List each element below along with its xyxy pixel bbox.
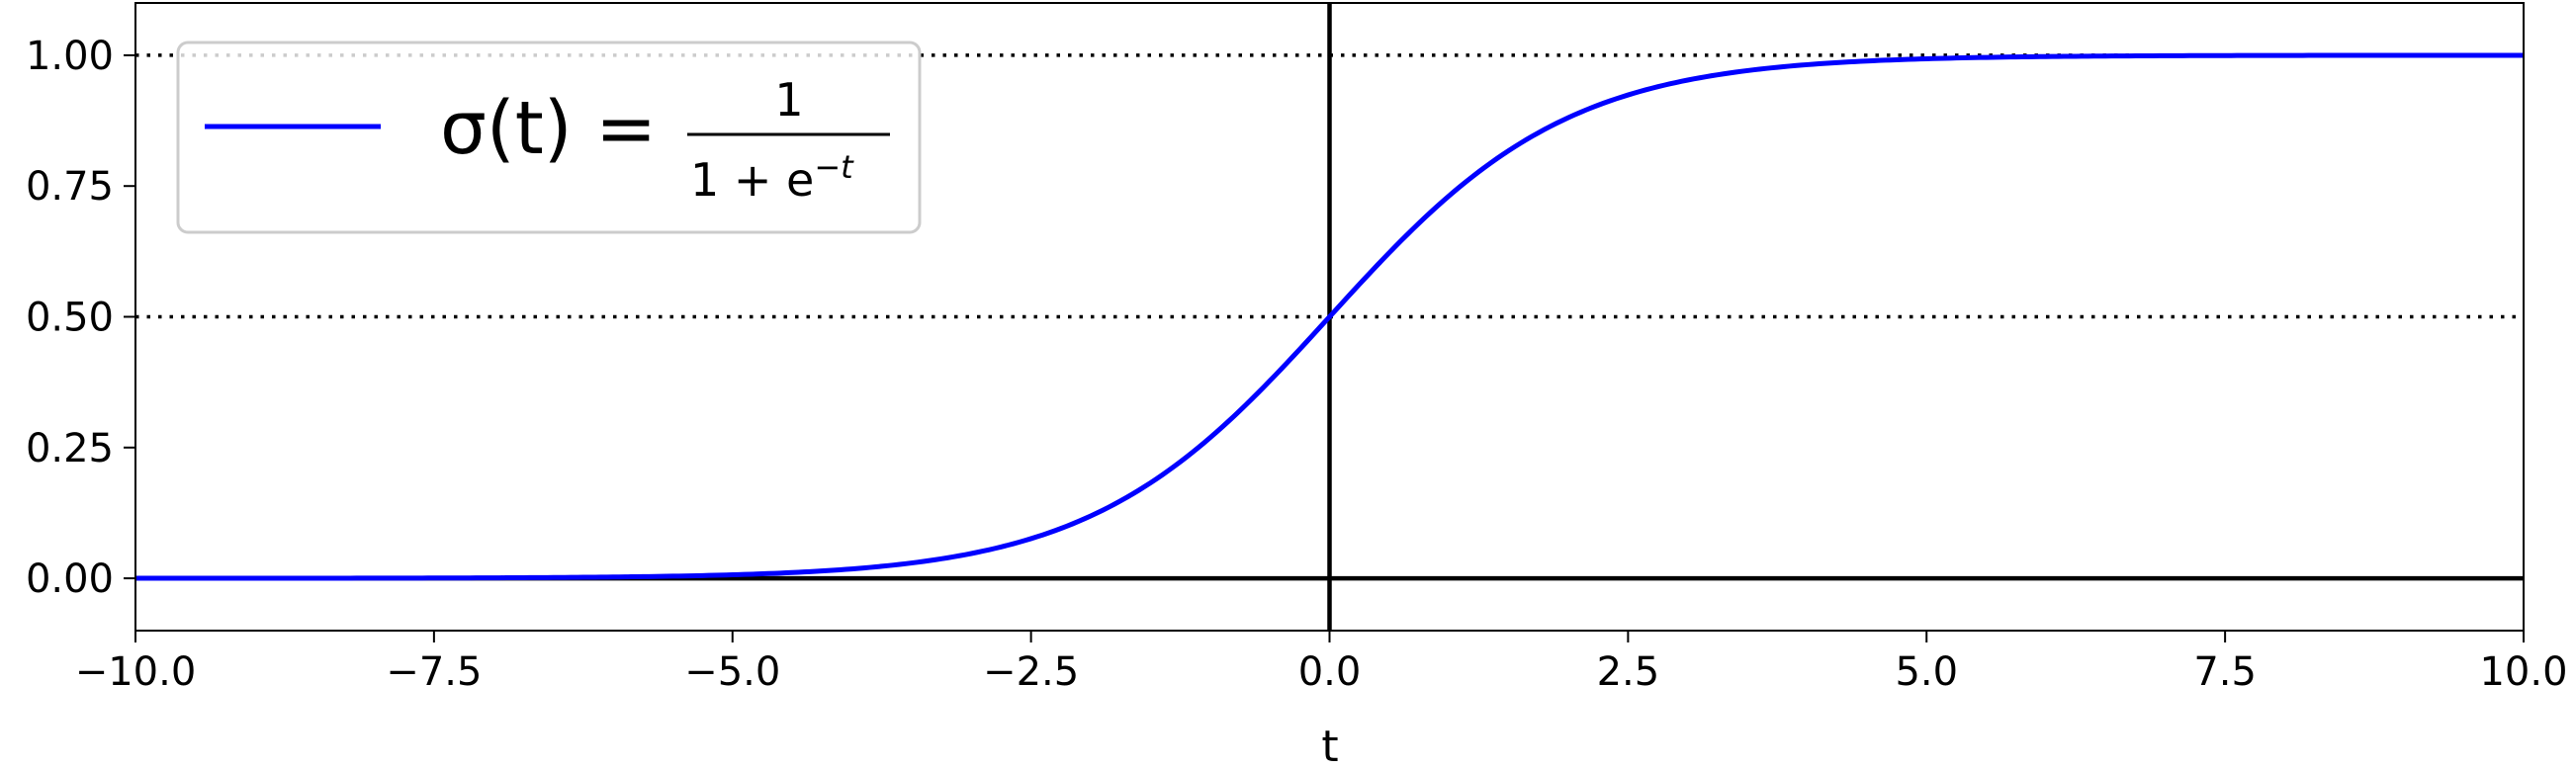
x-tick-label: −2.5 [983,649,1079,695]
y-tick-label: 0.50 [26,296,114,341]
x-tick-label: −10.0 [75,649,197,695]
x-tick-label: 10.0 [2479,649,2567,695]
x-tick-label: 0.0 [1298,649,1362,695]
y-tick-label: 0.00 [26,556,114,602]
y-tick-label: 0.25 [26,426,114,471]
legend-denominator-exponent: −t [814,148,854,186]
axis-ticks: −10.0 −7.5 −5.0 −2.5 0.0 2.5 5.0 7.5 10.0 0.00 0.2… [26,34,2568,695]
x-axis-label: t [1321,722,1338,769]
plot-frame [134,2,2525,632]
x-tick-label: 5.0 [1895,649,1958,695]
legend-formula-denominator: 1 + e−t [690,148,854,207]
x-tick-label: −7.5 [386,649,482,695]
legend-denominator-base: 1 + e [690,153,814,207]
sigmoid-series-line [135,52,2524,581]
y-tick-label: 0.75 [26,164,114,210]
x-tick-label: −5.0 [684,649,780,695]
legend-box [176,41,922,234]
legend: σ(t) = 1 1 + e−t [176,41,922,234]
y-tick-label: 1.00 [26,34,114,79]
x-tick-label: 7.5 [2193,649,2257,695]
legend-formula-lhs: σ(t) = [440,86,657,171]
x-tick-label: 2.5 [1597,649,1660,695]
legend-formula-numerator: 1 [774,73,803,127]
